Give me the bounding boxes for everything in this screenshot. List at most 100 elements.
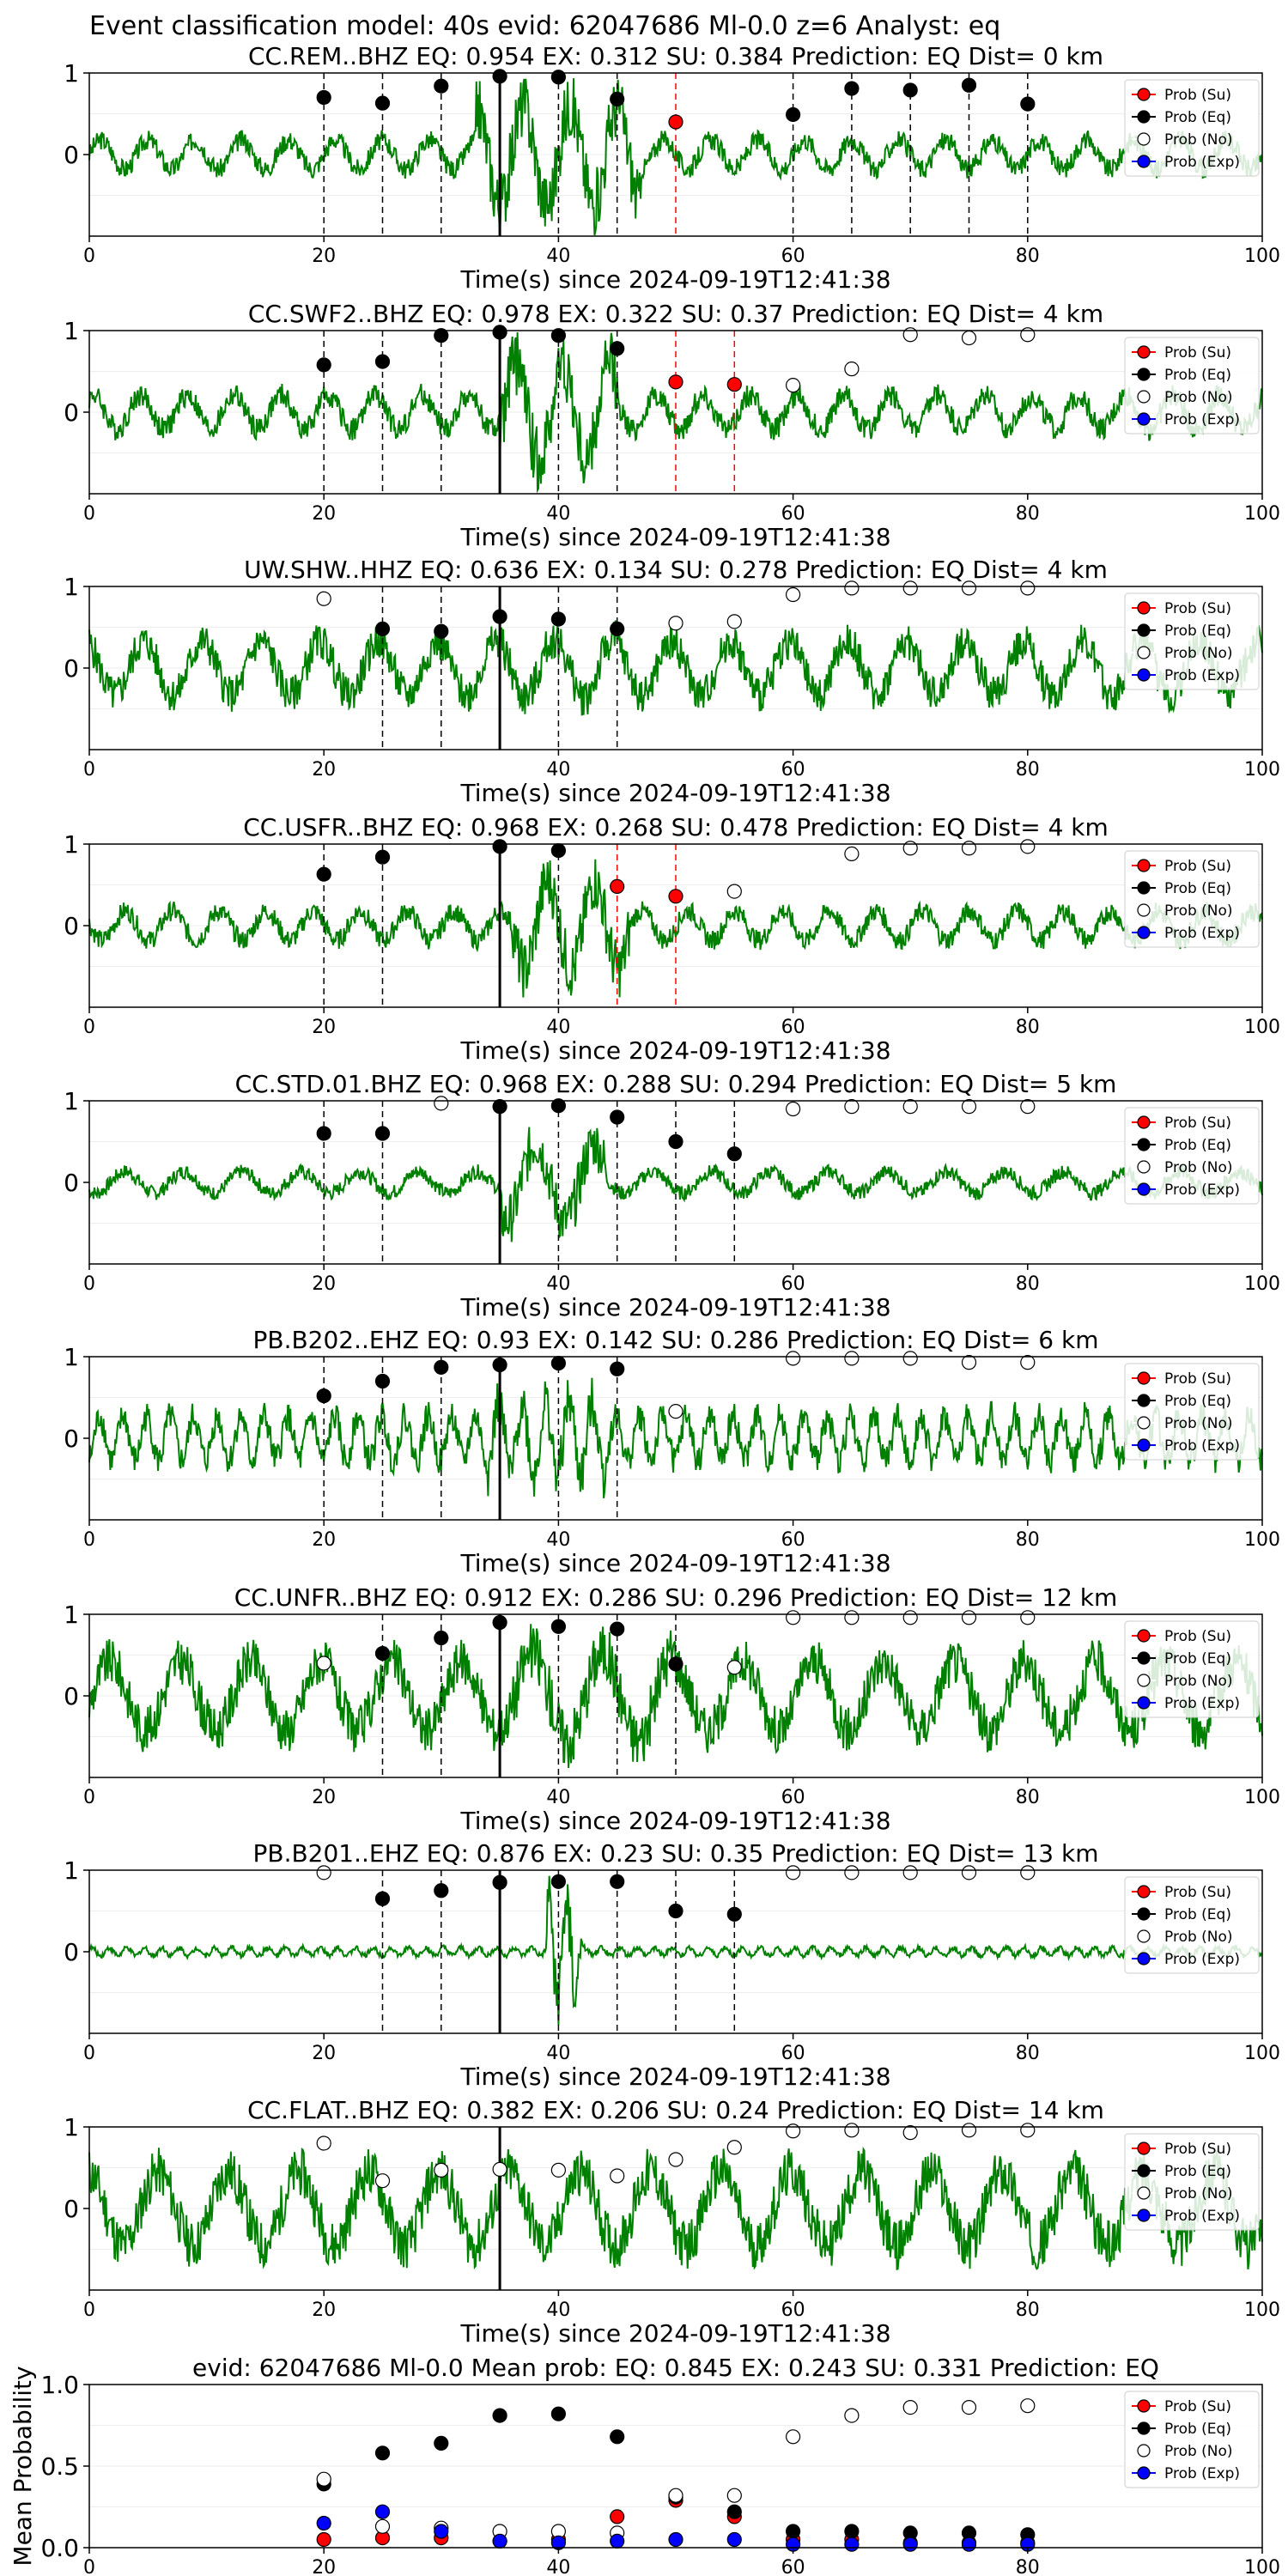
- prob-marker: [785, 1351, 801, 1366]
- prob-marker: [785, 106, 801, 123]
- legend-label: Prob (Exp): [1164, 1182, 1240, 1199]
- legend-marker: [1137, 110, 1151, 124]
- legend-label: Prob (Exp): [1164, 2208, 1240, 2225]
- x-tick-label: 0: [83, 2300, 95, 2321]
- legend-marker: [1137, 601, 1151, 615]
- prob-marker: [550, 1619, 567, 1634]
- x-tick-label: 60: [781, 503, 805, 525]
- legend-box: [1124, 592, 1260, 690]
- panel-title: CC.UNFR..BHZ EQ: 0.912 EX: 0.286 SU: 0.2…: [234, 1583, 1118, 1612]
- legend-label: Prob (Eq): [1164, 1393, 1231, 1410]
- legend-marker: [1137, 412, 1151, 426]
- x-tick-label: 40: [546, 1017, 570, 1038]
- prob-marker: [726, 2140, 742, 2155]
- panel-3: UW.SHW..HHZ EQ: 0.636 EX: 0.134 SU: 0.27…: [64, 556, 1280, 807]
- prob-marker: [668, 374, 683, 390]
- legend-marker: [1137, 1438, 1151, 1452]
- prob-marker: [492, 839, 507, 854]
- x-tick-label: 20: [312, 246, 336, 267]
- x-tick-label: 100: [1244, 2043, 1280, 2064]
- legend-label: Prob (Eq): [1164, 2163, 1231, 2180]
- prob-marker: [668, 1903, 683, 1919]
- x-tick-label: 20: [312, 2043, 336, 2064]
- legend-marker: [1137, 2208, 1151, 2222]
- prob-marker: [844, 1351, 860, 1366]
- legend-marker: [1137, 2466, 1151, 2480]
- legend-marker: [1137, 1674, 1151, 1687]
- prob-marker: [668, 1133, 683, 1150]
- waveform-trace: [88, 1127, 1263, 1242]
- panel-5: CC.STD.01.BHZ EQ: 0.968 EX: 0.288 SU: 0.…: [64, 1070, 1280, 1321]
- y-tick-label: 0.5: [40, 2452, 79, 2481]
- legend-marker: [1137, 1651, 1151, 1665]
- prob-marker: [550, 842, 567, 859]
- x-tick-label: 100: [1244, 1017, 1280, 1038]
- prob-marker: [550, 70, 567, 85]
- prob-marker: [961, 841, 977, 856]
- prob-marker: [1020, 580, 1036, 596]
- legend-label: Prob (Eq): [1164, 623, 1231, 640]
- prob-marker: [434, 2435, 449, 2451]
- y-tick-label: 0: [64, 912, 79, 940]
- prob-marker: [668, 114, 683, 130]
- prob-marker: [726, 1906, 742, 1922]
- prob-marker: [492, 1357, 507, 1373]
- prob-marker: [1020, 1355, 1036, 1370]
- x-tick-label: 80: [1016, 1273, 1040, 1295]
- y-tick-label: 1: [64, 1856, 79, 1885]
- prob-marker: [961, 77, 977, 93]
- x-tick-label: 100: [1244, 2300, 1280, 2321]
- legend-label: Prob (Exp): [1164, 411, 1240, 428]
- legend-label: Prob (Exp): [1164, 925, 1240, 942]
- y-tick-label: 1: [64, 317, 79, 345]
- prob-marker: [550, 1874, 567, 1889]
- prob-marker: [374, 1126, 391, 1141]
- prob-marker: [610, 621, 625, 637]
- legend-label: Prob (Su): [1164, 1884, 1231, 1901]
- legend-label: Prob (No): [1164, 2443, 1233, 2460]
- prob-marker: [610, 2509, 625, 2524]
- prob-marker: [844, 2524, 860, 2539]
- prob-marker: [726, 377, 742, 392]
- x-tick-label: 60: [781, 246, 805, 267]
- x-tick-label: 20: [312, 1529, 336, 1551]
- prob-marker: [785, 378, 801, 393]
- legend-label: Prob (Eq): [1164, 1650, 1231, 1668]
- legend-box: [1124, 1363, 1260, 1461]
- prob-marker: [844, 1610, 860, 1625]
- y-tick-label: 0: [64, 654, 79, 683]
- prob-marker: [785, 1865, 801, 1880]
- prob-marker: [726, 2531, 742, 2548]
- prob-marker: [374, 354, 391, 369]
- y-tick-label: 1: [64, 59, 79, 88]
- prob-marker: [1020, 1610, 1036, 1625]
- legend-label: Prob (Exp): [1164, 2465, 1240, 2482]
- prob-marker: [1020, 1099, 1036, 1115]
- prob-marker: [492, 1614, 507, 1631]
- waveform-trace: [88, 1875, 1263, 2026]
- x-tick-label: 80: [1016, 2557, 1040, 2576]
- prob-marker: [844, 2408, 860, 2423]
- prob-marker: [434, 2162, 449, 2178]
- prob-marker: [668, 616, 683, 631]
- prob-marker: [961, 1355, 977, 1370]
- legend-marker: [1137, 926, 1151, 939]
- x-tick-label: 40: [546, 2043, 570, 2064]
- y-tick-label: 1: [64, 1343, 79, 1371]
- prob-marker: [726, 1146, 742, 1162]
- legend-marker: [1137, 1696, 1151, 1710]
- x-tick-label: 20: [312, 1273, 336, 1295]
- x-tick-label: 20: [312, 2557, 336, 2576]
- prob-marker: [1020, 327, 1036, 343]
- panel-title: evid: 62047686 Ml-0.0 Mean prob: EQ: 0.8…: [192, 2354, 1159, 2382]
- prob-marker: [316, 2471, 331, 2487]
- legend-marker: [1137, 2444, 1151, 2458]
- prob-marker: [902, 2400, 918, 2415]
- y-tick-label: 0: [64, 1169, 79, 1197]
- legend-label: Prob (Eq): [1164, 2421, 1231, 2438]
- x-tick-label: 40: [546, 1529, 570, 1551]
- waveform-trace: [88, 1377, 1263, 1499]
- x-tick-label: 60: [781, 1273, 805, 1295]
- x-axis-label: Time(s) since 2024-09-19T12:41:38: [459, 1549, 890, 1577]
- legend-label: Prob (Su): [1164, 344, 1231, 361]
